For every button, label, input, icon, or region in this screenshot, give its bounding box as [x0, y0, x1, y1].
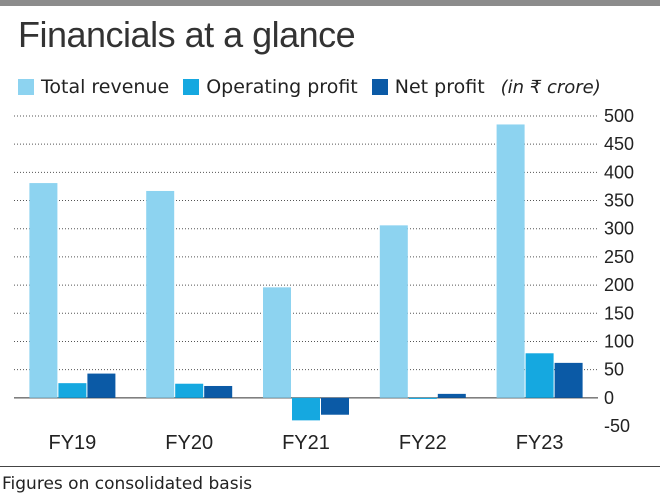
bar-net-profit-fy19 [87, 373, 116, 398]
top-rule [0, 0, 660, 6]
bar-total-revenue-fy22 [379, 225, 408, 398]
bar-total-revenue-fy19 [29, 183, 58, 398]
legend-swatch-operating-profit [183, 79, 200, 95]
legend-item-net-profit: Net profit [371, 76, 485, 98]
y-tick-label: 250 [604, 247, 634, 267]
bar-net-profit-fy23 [554, 362, 583, 398]
bar-net-profit-fy20 [204, 385, 233, 398]
legend: Total revenue Operating profit Net profi… [18, 74, 601, 100]
bar-total-revenue-fy21 [263, 287, 291, 398]
y-tick-label: 500 [604, 106, 634, 126]
x-tick-label: FY20 [165, 432, 213, 454]
bar-operating-profit-fy21 [292, 397, 320, 421]
x-tick-label: FY23 [516, 432, 564, 454]
legend-item-operating-profit: Operating profit [183, 76, 358, 98]
legend-label-total-revenue: Total revenue [41, 76, 170, 98]
unit-label: (in ₹ crore) [500, 76, 601, 98]
bar-operating-profit-fy20 [175, 383, 204, 398]
bar-operating-profit-fy23 [525, 353, 554, 398]
bar-total-revenue-fy23 [496, 124, 525, 398]
legend-item-total-revenue: Total revenue [18, 76, 169, 98]
x-tick-label: FY19 [48, 432, 96, 454]
legend-swatch-total-revenue [18, 79, 34, 95]
y-tick-label: 300 [604, 219, 634, 239]
y-tick-label: 350 [604, 191, 634, 211]
footnote: Figures on consolidated basis [2, 474, 253, 494]
chart-title: Financials at a glance [18, 14, 356, 55]
legend-swatch-net-profit [371, 79, 388, 95]
y-tick-label: 200 [604, 275, 634, 295]
bar-net-profit-fy22 [437, 393, 466, 398]
bar-total-revenue-fy20 [146, 190, 175, 398]
bar-operating-profit-fy22 [408, 397, 437, 399]
y-tick-label: 50 [604, 360, 624, 380]
legend-label-operating-profit: Operating profit [206, 76, 358, 98]
y-tick-label: 450 [604, 134, 634, 154]
x-tick-label: FY22 [399, 432, 447, 454]
x-tick-label: FY21 [282, 432, 330, 454]
y-tick-label: 150 [604, 303, 634, 323]
bar-net-profit-fy21 [321, 397, 349, 415]
bottom-rule [0, 466, 660, 467]
y-tick-label: 0 [604, 388, 614, 408]
bar-operating-profit-fy19 [58, 383, 87, 398]
y-tick-label: 100 [604, 331, 634, 351]
y-tick-label: 400 [604, 162, 634, 182]
legend-label-net-profit: Net profit [394, 76, 485, 98]
y-tick-label: -50 [604, 416, 630, 436]
